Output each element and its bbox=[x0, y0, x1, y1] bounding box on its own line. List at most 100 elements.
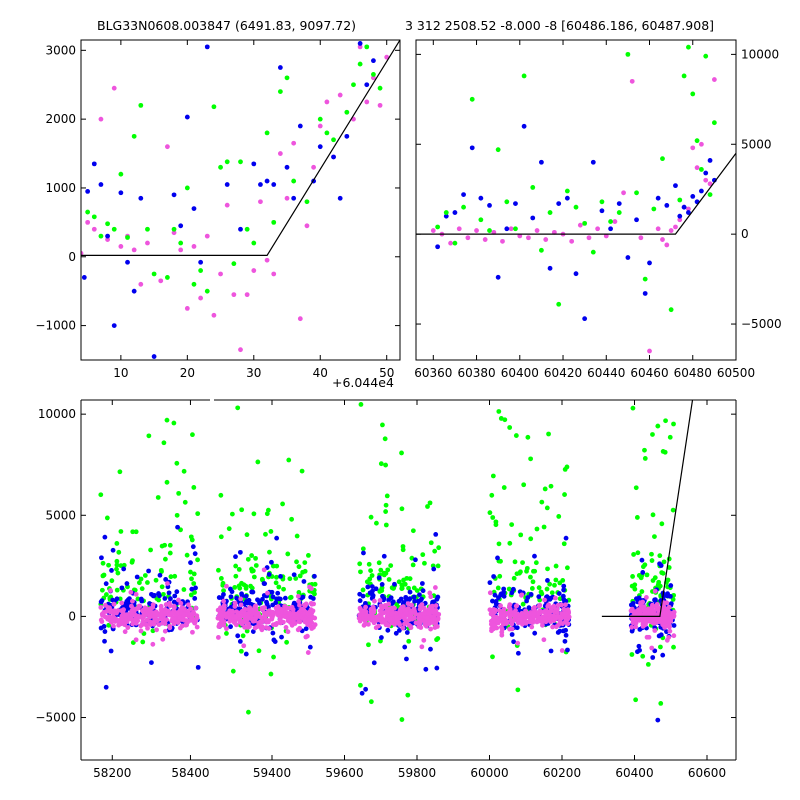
blue-point bbox=[690, 194, 696, 199]
green-point bbox=[590, 249, 596, 255]
blue-point bbox=[548, 648, 554, 654]
pink-point bbox=[421, 605, 427, 611]
green-point bbox=[504, 199, 510, 205]
blue-point bbox=[411, 594, 417, 600]
green-point bbox=[378, 567, 384, 573]
blue-point bbox=[608, 226, 613, 232]
blue-point bbox=[243, 593, 249, 599]
blue-point bbox=[118, 190, 124, 196]
pink-point bbox=[551, 613, 557, 619]
green-point bbox=[358, 569, 363, 575]
green-point bbox=[138, 576, 144, 582]
blue-point bbox=[149, 660, 154, 665]
pink-point bbox=[270, 609, 275, 615]
y-tick-label: 0 bbox=[741, 227, 749, 241]
blue-point bbox=[310, 596, 316, 601]
x-offset-label: +6.044e4 bbox=[332, 375, 394, 390]
green-point bbox=[271, 654, 276, 660]
y-tick-label: −5000 bbox=[741, 317, 782, 331]
green-point bbox=[235, 405, 241, 411]
green-point bbox=[103, 592, 109, 597]
green-point bbox=[469, 96, 475, 102]
green-point bbox=[189, 537, 195, 543]
green-point bbox=[658, 701, 664, 706]
blue-point bbox=[616, 201, 622, 206]
pink-point bbox=[259, 606, 265, 612]
green-point bbox=[114, 587, 120, 593]
blue-point bbox=[404, 656, 409, 662]
blue-point bbox=[461, 192, 466, 198]
green-point bbox=[487, 228, 492, 233]
blue-point bbox=[251, 161, 257, 167]
pink-point bbox=[119, 600, 125, 606]
pink-point bbox=[295, 593, 301, 599]
green-point bbox=[427, 500, 433, 506]
green-point bbox=[142, 573, 148, 578]
pink-point bbox=[403, 607, 409, 613]
pink-point bbox=[251, 268, 257, 273]
x-tick-label: 59600 bbox=[325, 766, 363, 780]
green-point bbox=[114, 562, 120, 568]
pink-point bbox=[128, 589, 134, 595]
green-point bbox=[238, 159, 243, 165]
green-point bbox=[630, 405, 636, 411]
pink-point bbox=[138, 281, 144, 287]
blue-point bbox=[652, 597, 658, 603]
y-tick-label: −1000 bbox=[35, 319, 76, 333]
blue-point bbox=[381, 596, 387, 601]
green-point bbox=[218, 576, 224, 581]
pink-point bbox=[190, 609, 196, 615]
green-point bbox=[204, 288, 210, 294]
y-tick-label: 1000 bbox=[45, 181, 76, 195]
green-point bbox=[539, 499, 545, 505]
green-point bbox=[131, 133, 137, 139]
pink-point bbox=[158, 607, 164, 613]
pink-point bbox=[407, 613, 413, 619]
pink-point bbox=[487, 590, 493, 596]
blue-point bbox=[317, 144, 323, 150]
pink-point bbox=[218, 271, 223, 277]
blue-point bbox=[365, 584, 371, 590]
blue-point bbox=[255, 597, 260, 603]
pink-point bbox=[448, 240, 453, 246]
green-point bbox=[331, 137, 336, 143]
pink-point bbox=[295, 612, 301, 618]
green-point bbox=[104, 515, 110, 521]
blue-point bbox=[636, 643, 642, 649]
blue-point bbox=[428, 646, 433, 652]
green-point bbox=[171, 226, 177, 232]
pink-point bbox=[125, 625, 131, 630]
green-point bbox=[561, 541, 567, 547]
blue-point bbox=[188, 560, 193, 566]
blue-point bbox=[131, 288, 137, 294]
pink-point bbox=[393, 610, 399, 616]
green-point bbox=[368, 568, 373, 574]
pink-point bbox=[375, 614, 381, 619]
pink-point bbox=[666, 634, 672, 640]
pink-point bbox=[532, 605, 537, 610]
green-point bbox=[233, 563, 239, 569]
blue-point bbox=[385, 627, 391, 633]
pink-point bbox=[654, 619, 660, 625]
x-tick-label: 60440 bbox=[587, 366, 625, 380]
pink-point bbox=[406, 622, 412, 628]
pink-point bbox=[428, 594, 434, 600]
pink-point bbox=[423, 619, 428, 624]
pink-point bbox=[232, 620, 237, 626]
pink-point bbox=[612, 219, 618, 224]
green-point bbox=[562, 466, 568, 472]
pink-point bbox=[647, 348, 652, 354]
pink-point bbox=[160, 619, 166, 625]
green-point bbox=[300, 569, 306, 575]
green-point bbox=[420, 552, 426, 558]
pink-point bbox=[277, 615, 283, 620]
blue-point bbox=[119, 585, 125, 591]
blue-point bbox=[260, 596, 265, 602]
green-point bbox=[246, 709, 251, 715]
green-point bbox=[532, 568, 538, 574]
blue-point bbox=[277, 65, 283, 70]
pink-point bbox=[686, 206, 691, 212]
blue-point bbox=[363, 686, 369, 692]
blue-point bbox=[264, 178, 270, 184]
y-tick-label: 10000 bbox=[741, 47, 779, 61]
